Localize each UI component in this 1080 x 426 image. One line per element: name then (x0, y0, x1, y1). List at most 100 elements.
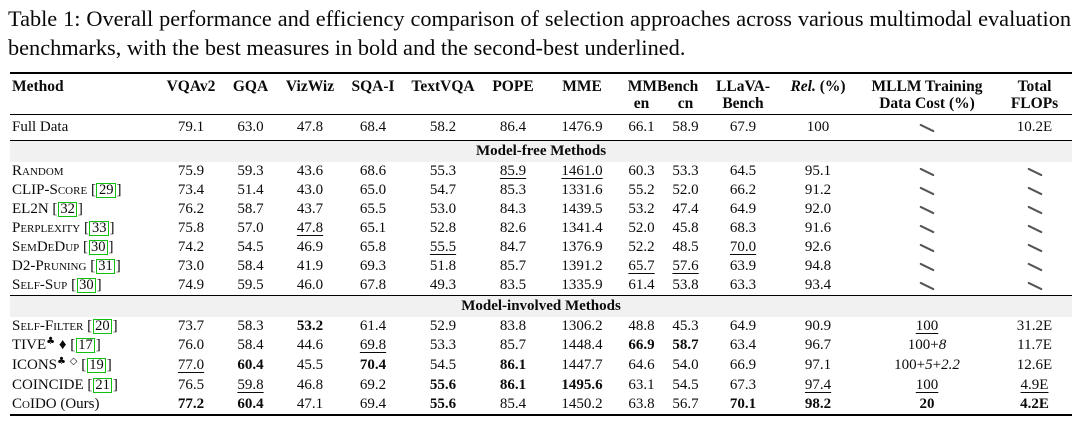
value-cell: 59.5 (237, 276, 264, 293)
value-cell: 1476.9 (561, 118, 603, 135)
citation-link[interactable]: 29 (96, 183, 116, 198)
value-cell: 53.3 (672, 162, 699, 179)
citation-link[interactable]: 33 (89, 221, 109, 236)
value-cell: 69.3 (359, 257, 387, 274)
value-cell: 41.9 (296, 257, 324, 274)
value-cell: 58.7 (672, 337, 699, 354)
value-cell: 91.2 (804, 181, 832, 198)
value-cell: 74.9 (177, 276, 205, 293)
method-cell: Random (12, 162, 64, 179)
value-cell (997, 238, 1072, 257)
value-cell: 45.3 (672, 317, 699, 334)
value-cell: 63.1 (628, 376, 655, 393)
value-cell: 90.9 (804, 317, 832, 334)
value-cell (997, 219, 1072, 238)
citation-link[interactable]: 32 (57, 202, 78, 217)
section-label: Model-free Methods (10, 139, 1073, 162)
not-applicable-mark (1026, 167, 1043, 176)
not-applicable-mark (1026, 205, 1043, 214)
method-cell: CLIP-Score [29] (12, 181, 122, 198)
value-cell: 12.6E (1016, 357, 1053, 374)
value-cell: 66.9 (729, 357, 757, 374)
value-cell: 55.3 (429, 162, 457, 179)
method-cell: Perplexity [33] (12, 219, 115, 236)
value-cell (857, 238, 997, 257)
llava-line1: LLaVA- (716, 77, 770, 95)
table-row: Self-Sup [30] 74.9 59.5 46.0 67.8 49.3 83.5 133… (10, 276, 1072, 296)
value-cell: 11.7E (1017, 337, 1052, 354)
value-cell: 86.1 (499, 357, 527, 374)
value-cell: 1448.4 (561, 337, 603, 354)
rel-label: Rel. (790, 77, 816, 95)
value-cell: 82.6 (499, 219, 527, 236)
value-cell: 85.7 (499, 257, 527, 274)
value-cell: 58.2 (429, 118, 457, 135)
value-cell: 63.4 (729, 337, 757, 354)
col-header-llava-bench: LLaVA- Bench (707, 73, 779, 115)
value-cell: 100 (806, 118, 830, 135)
value-cell: 47.4 (672, 200, 699, 217)
col-header-mmbench: MMBench (627, 77, 699, 95)
value-cell: 83.5 (499, 276, 527, 293)
value-cell: 52.9 (429, 317, 457, 334)
col-header-mmbench-cn: cn (677, 94, 694, 112)
value-cell: 69.8 (359, 337, 387, 354)
value-cell: 73.7 (177, 317, 205, 334)
value-cell (857, 162, 997, 181)
value-cell: 64.9 (729, 317, 757, 334)
value-cell (857, 114, 997, 140)
citation-link[interactable]: 19 (86, 358, 107, 373)
value-cell: 31.2E (1016, 317, 1053, 334)
value-cell: 68.3 (729, 219, 757, 236)
value-cell: 1461.0 (561, 162, 603, 179)
citation-link[interactable]: 20 (92, 319, 113, 334)
value-cell: 1341.4 (561, 219, 603, 236)
method-cell: TIVE♣ ♦ [17] (12, 335, 101, 353)
table-row: ICONS♣ ◇ [19] 77.0 60.4 45.5 70.4 54.5 86.1 144… (10, 356, 1072, 376)
value-cell: 60.4 (237, 357, 264, 374)
value-cell: 58.7 (237, 200, 264, 217)
citation-link[interactable]: 30 (76, 278, 97, 293)
value-cell: 47.8 (296, 219, 324, 236)
value-cell: 68.4 (359, 118, 387, 135)
citation-link[interactable]: 31 (95, 259, 116, 274)
value-cell: 66.2 (729, 181, 757, 198)
method-cell: CoIDO (Ours) (12, 395, 100, 412)
value-cell: 44.6 (296, 337, 324, 354)
value-cell: 65.7 (628, 257, 655, 274)
method-cell: SemDeDup [30] (12, 238, 114, 255)
col-header-vqav2: VQAv2 (166, 77, 216, 95)
not-applicable-mark (1026, 243, 1043, 252)
value-cell: 43.7 (296, 200, 324, 217)
value-cell: 58.9 (672, 118, 699, 135)
not-applicable-mark (919, 243, 935, 252)
not-applicable-mark (919, 123, 935, 132)
table-row: Self-Filter [20] 73.7 58.3 53.2 61.4 52.9 83.8… (10, 317, 1072, 336)
citation-link[interactable]: 17 (75, 338, 96, 353)
value-cell: 75.8 (177, 219, 205, 236)
value-cell: 63.9 (729, 257, 757, 274)
mllm-line1: MLLM Training (871, 77, 983, 95)
value-cell: 68.6 (359, 162, 387, 179)
value-cell: 76.5 (177, 376, 205, 393)
citation-link[interactable]: 30 (88, 240, 109, 255)
value-cell: 57.0 (237, 219, 264, 236)
value-cell: 1306.2 (561, 317, 603, 334)
col-header-mmbench-en: en (633, 94, 650, 112)
value-cell: 73.4 (177, 181, 205, 198)
value-cell: 76.0 (177, 337, 205, 354)
flops-line2: FLOPs (1010, 94, 1059, 112)
value-cell: 64.5 (729, 162, 757, 179)
value-cell: 100+5+2.2 (894, 357, 960, 374)
table-row: CoIDO (Ours) 77.2 60.4 47.1 69.4 55.6 85.4 1450… (10, 395, 1072, 415)
value-cell: 63.8 (628, 395, 655, 412)
value-cell: 43.0 (296, 181, 324, 198)
mllm-line2: Data Cost (%) (879, 94, 975, 112)
llava-line2: Bench (722, 94, 764, 112)
col-header-mme: MME (562, 77, 602, 95)
value-cell: 48.5 (672, 238, 699, 255)
table-row: COINCIDE [21] 76.5 59.8 46.8 69.2 55.6 86.1 149… (10, 376, 1072, 395)
value-cell: 1391.2 (561, 257, 603, 274)
col-header-rel: Rel. (%) (779, 73, 857, 115)
citation-link[interactable]: 21 (92, 378, 113, 393)
